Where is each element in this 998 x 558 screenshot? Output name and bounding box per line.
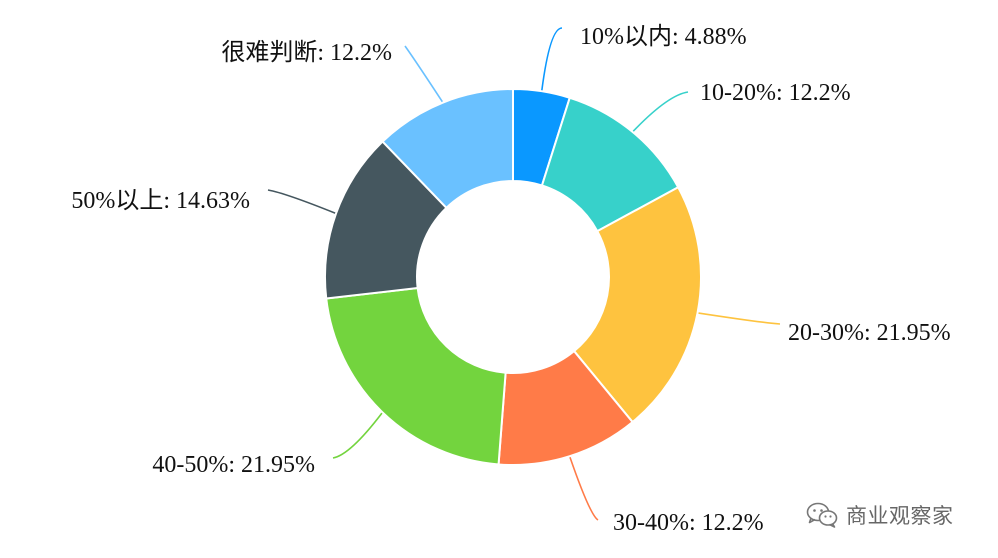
slice-label-4: 40-50%: 21.95% — [152, 452, 315, 478]
slice-label-5: 50%以上: 14.63% — [71, 187, 250, 214]
labels-group: 10%以内: 4.88% 10-20%: 12.2% 20-30%: 21.95% 3… — [71, 23, 950, 536]
leader-line-0 — [541, 27, 563, 91]
leader-line-5 — [267, 189, 336, 214]
leader-line-4 — [332, 412, 383, 459]
leader-lines-group — [267, 27, 781, 521]
watermark: 商业观察家 — [806, 499, 986, 531]
slice-label-1: 10-20%: 12.2% — [700, 80, 851, 106]
leader-line-3 — [569, 456, 599, 521]
watermark-text: 商业观察家 — [846, 504, 954, 528]
slice-5 — [324, 140, 448, 300]
slices-group — [324, 87, 702, 466]
slice-6 — [381, 87, 514, 210]
slice-label-3: 30-40%: 12.2% — [613, 510, 764, 536]
leader-line-2 — [698, 312, 781, 325]
slice-2 — [572, 185, 702, 424]
slice-4 — [325, 286, 507, 466]
wechat-icon — [806, 502, 838, 528]
slice-label-0: 10%以内: 4.88% — [580, 23, 747, 50]
leader-line-1 — [632, 91, 689, 132]
slice-label-6: 很难判断: 12.2% — [221, 39, 392, 66]
slice-label-2: 20-30%: 21.95% — [788, 320, 951, 346]
leader-line-6 — [404, 45, 443, 103]
